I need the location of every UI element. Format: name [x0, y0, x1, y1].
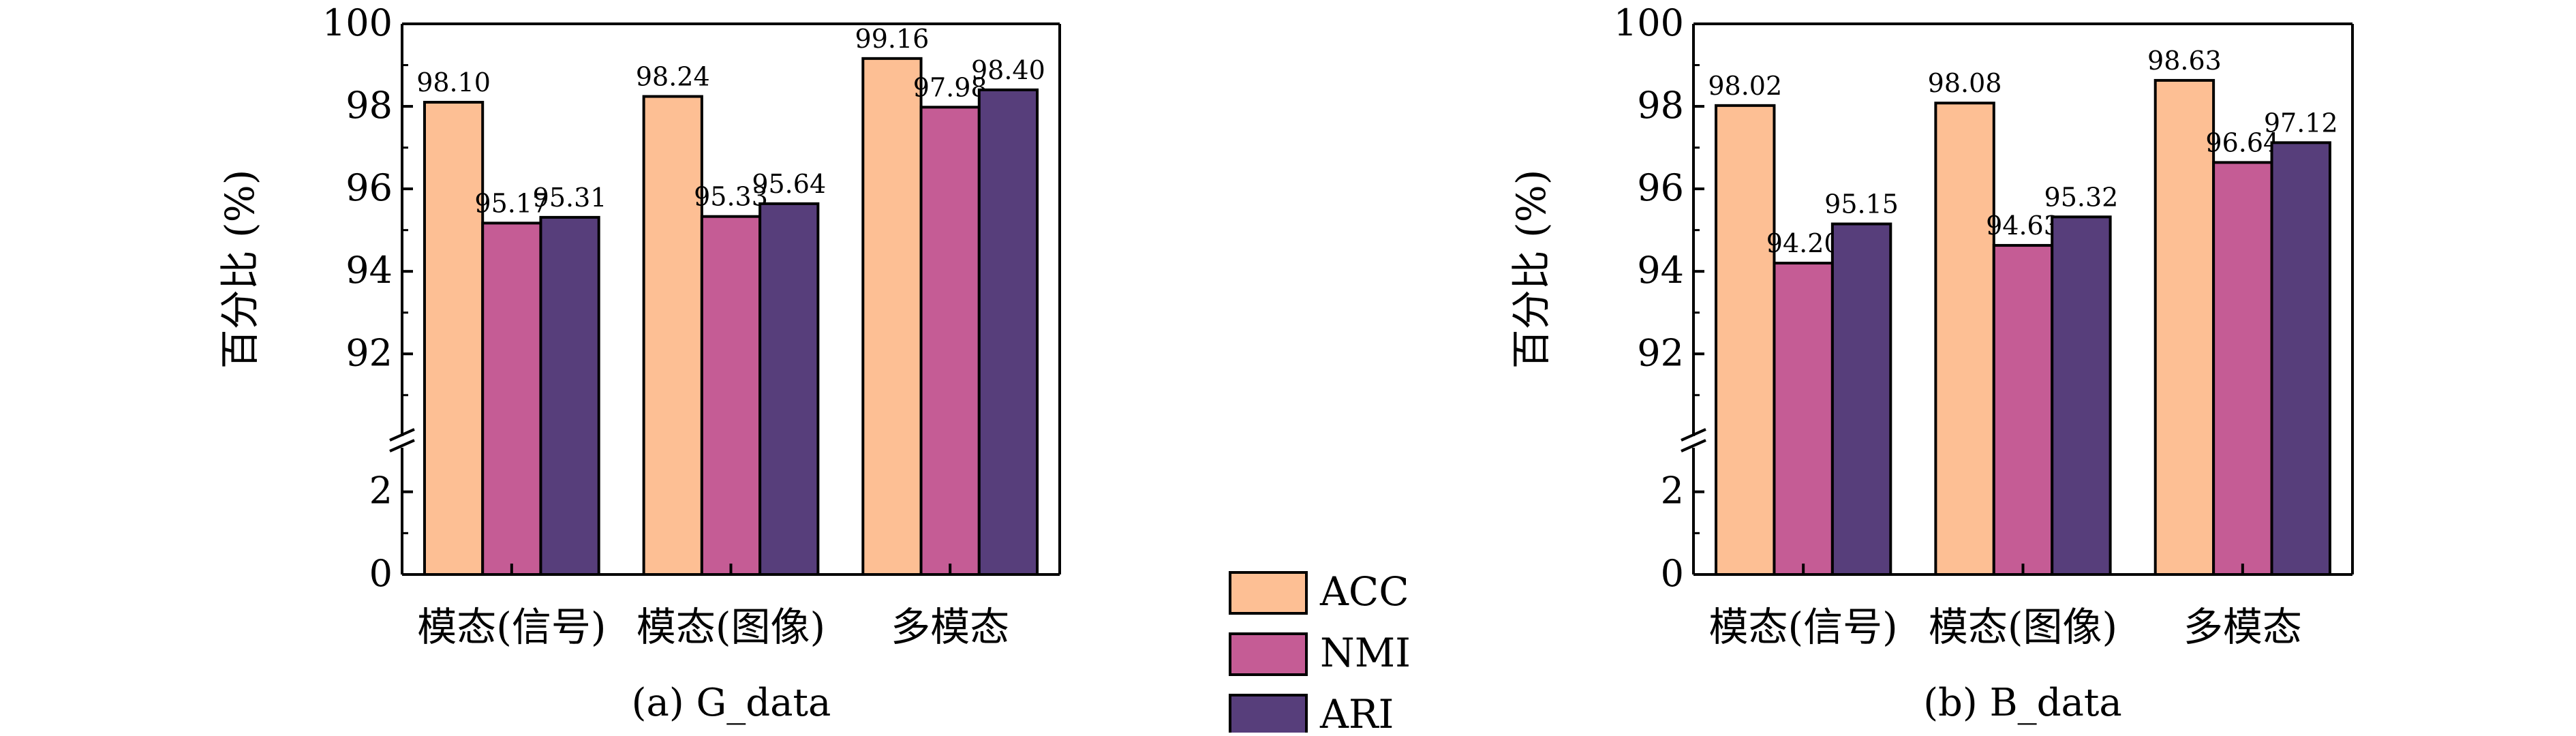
- data-label: 99.16: [855, 24, 930, 54]
- data-label: 98.24: [636, 62, 710, 92]
- y-tick-label: 0: [369, 552, 393, 595]
- bar-nmi-2: [919, 106, 981, 576]
- legend-swatch-ari: [1229, 694, 1308, 736]
- y-tick-label: 92: [1637, 331, 1684, 374]
- data-label: 95.32: [2044, 182, 2119, 212]
- legend-label: ACC: [1319, 568, 1409, 615]
- bar-acc-0: [423, 101, 485, 577]
- bar-ari-0: [1830, 222, 1892, 576]
- y-axis-label: 百分比 (%): [1508, 170, 1554, 369]
- axis-break-mark: [389, 428, 415, 442]
- data-label: 94.20: [1766, 228, 1841, 258]
- y-tick-label: 92: [346, 331, 393, 374]
- x-tick-label: 模态(信号): [417, 604, 606, 650]
- axis-break-mark: [389, 439, 415, 453]
- bar-ari-1: [2051, 215, 2112, 576]
- bar-nmi-1: [700, 215, 762, 577]
- y-tick-label: 100: [322, 1, 393, 44]
- y-tick-label: 2: [369, 470, 393, 512]
- data-label: 95.64: [752, 169, 826, 199]
- bar-ari-0: [539, 215, 600, 577]
- bar-ari-2: [977, 88, 1039, 576]
- x-tick-label: 模态(信号): [1709, 604, 1898, 650]
- legend-swatch-acc: [1229, 571, 1308, 615]
- bar-acc-1: [642, 95, 703, 576]
- bar-ari-1: [758, 202, 820, 577]
- chart-panel-a: 98.10 98.24 99.16 95.17 95.33 97.98 95.31 95.64…: [217, 1, 1061, 725]
- data-label: 98.40: [971, 55, 1045, 85]
- panel-caption: (b) B_data: [1923, 681, 2122, 725]
- bar-nmi-2: [2212, 161, 2273, 577]
- data-label: 98.08: [1928, 68, 2002, 98]
- legend-swatch-nmi: [1229, 632, 1308, 676]
- legend-label: ARI: [1319, 691, 1394, 733]
- data-label: 94.63: [1986, 211, 2060, 241]
- bar-acc-0: [1715, 104, 1776, 576]
- y-axis-label: 百分比 (%): [217, 170, 263, 369]
- axis-break-mark: [1681, 439, 1706, 453]
- bar-nmi-1: [1992, 244, 2054, 576]
- data-label: 97.12: [2264, 108, 2338, 138]
- data-label: 95.31: [533, 183, 607, 213]
- data-label: 97.98: [913, 72, 987, 102]
- chart-panel-b: 98.02 98.08 98.63 94.20 94.63 96.64 95.15 95.32…: [1508, 1, 2354, 725]
- y-tick-label: 96: [346, 166, 393, 209]
- y-tick-label: 94: [1637, 249, 1684, 292]
- y-tick-label: 0: [1661, 552, 1684, 595]
- bar-ari-2: [2270, 141, 2331, 576]
- legend-label: NMI: [1320, 630, 1411, 676]
- x-tick-label: 模态(图像): [637, 604, 825, 650]
- bar-acc-2: [2153, 78, 2215, 577]
- axis-break-mark: [1681, 428, 1706, 442]
- data-label: 98.63: [2147, 46, 2222, 76]
- panel-caption: (a) G_data: [632, 681, 831, 725]
- x-tick-label: 模态(图像): [1929, 604, 2117, 650]
- y-tick-label: 100: [1614, 1, 1684, 44]
- bar-acc-1: [1934, 102, 1995, 577]
- data-label: 98.10: [416, 67, 491, 97]
- bar-nmi-0: [1773, 262, 1834, 576]
- bar-nmi-0: [481, 221, 542, 576]
- x-tick-label: 多模态: [891, 604, 1009, 650]
- y-tick-label: 94: [346, 249, 393, 292]
- x-tick-label: 多模态: [2183, 604, 2302, 650]
- y-tick-label: 98: [346, 84, 393, 127]
- y-tick-label: 96: [1637, 166, 1684, 209]
- data-label: 95.33: [694, 182, 768, 212]
- y-tick-label: 2: [1661, 470, 1684, 512]
- data-label: 96.64: [2205, 127, 2280, 157]
- y-tick-label: 98: [1637, 84, 1684, 127]
- data-label: 98.02: [1708, 71, 1782, 101]
- data-label: 95.17: [474, 188, 549, 218]
- legend: ACC NMI ARI: [1229, 568, 1411, 736]
- bar-acc-2: [861, 57, 923, 577]
- data-label: 95.15: [1824, 189, 1899, 219]
